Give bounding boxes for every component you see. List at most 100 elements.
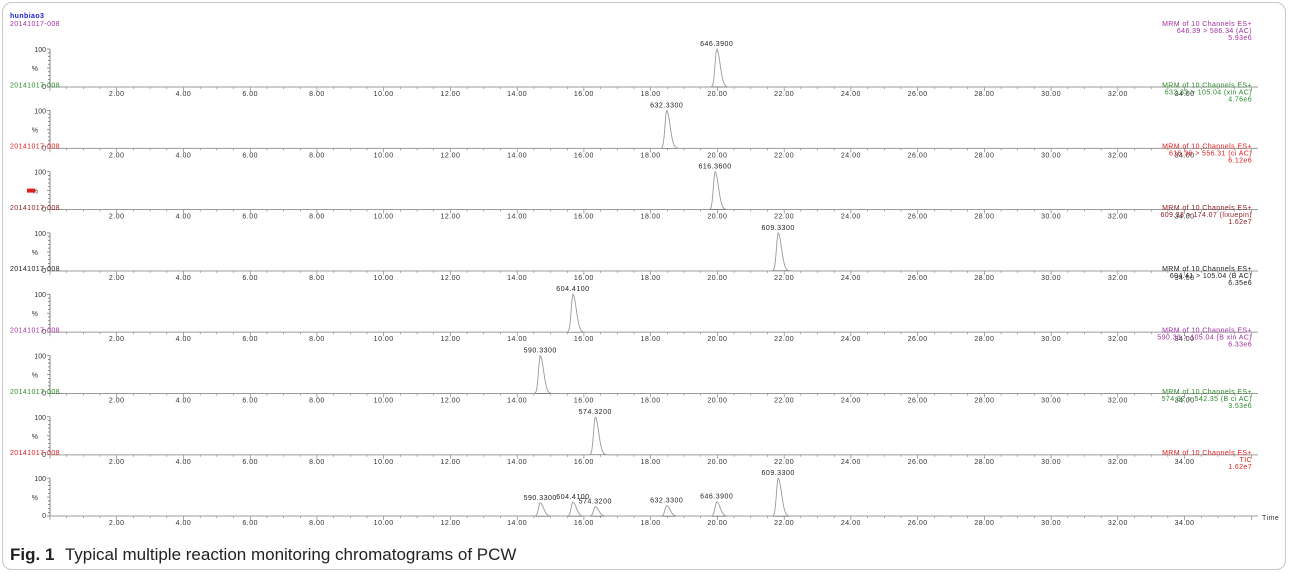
panel-1: 20141017-008 MRM of 10 Channels ES+ 646.39… [10,21,1258,98]
peak-label: 616.3600 [698,164,731,171]
panel-sample-id: 20141017-008 [10,144,60,151]
x-tick-label: 18.00 [641,520,661,527]
x-tick-label: 34.00 [1175,91,1195,98]
x-tick-label: 28.00 [974,520,994,527]
y-tick-label: 0 [42,452,46,459]
x-tick-label: 16.00 [574,459,594,466]
x-tick-label: 8.00 [309,459,325,466]
panel-sample-id: 20141017-008 [10,450,60,457]
peak-label: 604.4100 [556,286,589,293]
panel-header-line: MRM of 10 Channels ES+ [1162,21,1252,28]
x-tick-label: 6.00 [242,214,258,221]
y-tick-label: 100 [34,108,46,115]
x-tick-label: 26.00 [908,214,928,221]
caption-text: Typical multiple reaction monitoring chr… [64,545,517,564]
x-tick-label: 20.00 [707,152,727,159]
peak-label: 609.3300 [762,225,795,232]
x-tick-label: 32.00 [1108,398,1128,405]
x-tick-label: 10.00 [374,398,394,405]
panel-sample-id: 20141017-008 [10,266,60,273]
x-tick-label: 16.00 [574,91,594,98]
x-tick-label: 14.00 [507,275,527,282]
panel-header-line: MRM of 10 Channels ES+ [1162,205,1252,212]
y-tick-label: % [32,434,38,441]
panel-sample-id: 20141017-008 [10,82,60,89]
y-tick-label: 100 [34,47,46,54]
panel-header-line: 590.33 > 105.04 (B xin AC) [1157,335,1252,342]
peak-label: 632.3300 [650,102,683,109]
x-tick-label: 34.00 [1175,398,1195,405]
x-tick-label: 6.00 [242,152,258,159]
x-tick-label: 24.00 [841,398,861,405]
x-tick-label: 12.00 [440,459,460,466]
x-tick-label: 12.00 [440,520,460,527]
x-tick-label: 24.00 [841,214,861,221]
y-tick-label: 0 [42,513,46,520]
x-tick-label: 22.00 [774,91,794,98]
x-tick-label: 20.00 [707,336,727,343]
x-tick-label: 24.00 [841,520,861,527]
x-tick-label: 26.00 [908,398,928,405]
x-tick-label: 8.00 [309,336,325,343]
x-tick-label: 30.00 [1041,214,1061,221]
x-tick-label: 34.00 [1175,459,1195,466]
x-tick-label: 32.00 [1108,275,1128,282]
caption-label: Fig. 1 [10,545,55,564]
x-tick-label: 18.00 [641,152,661,159]
x-tick-label: 10.00 [374,275,394,282]
y-tick-label: % [32,373,38,380]
x-tick-label: 20.00 [707,520,727,527]
sample-name: hunbiao3 [10,13,44,20]
panel-header-line: 604.41 > 105.04 (B AC) [1170,273,1252,280]
x-tick-label: 22.00 [774,275,794,282]
x-tick-label: 20.00 [707,275,727,282]
channel-marker [27,188,35,193]
x-tick-label: 34.00 [1175,336,1195,343]
x-tick-label: 6.00 [242,520,258,527]
y-tick-label: 0 [42,329,46,336]
panel-header-line: MRM of 10 Channels ES+ [1162,450,1252,457]
x-tick-label: 12.00 [440,398,460,405]
panel-2: 20141017-008 MRM of 10 Channels ES+ 632.33… [10,82,1258,159]
x-tick-label: 28.00 [974,398,994,405]
x-tick-label: 26.00 [908,275,928,282]
x-tick-label: 18.00 [641,398,661,405]
chromatogram-trace [50,292,1258,333]
panel-header-line: 1.62e7 [1228,219,1252,226]
x-tick-label: 30.00 [1041,275,1061,282]
peak-label: 646.3900 [700,494,733,501]
panel-header-line: MRM of 10 Channels ES+ [1162,144,1252,151]
peak-label: 632.3300 [650,497,683,504]
x-tick-label: 30.00 [1041,336,1061,343]
y-tick-label: 100 [34,170,46,177]
panel-header-line: 616.36 > 556.31 (ci AC) [1169,151,1252,158]
panel-header-line: MRM of 10 Channels ES+ [1162,328,1252,335]
x-tick-label: 8.00 [309,520,325,527]
panel-header-line: TIC [1240,457,1252,464]
x-tick-label: 14.00 [507,520,527,527]
panel-header-line: 574.32 > 542.35 (B ci AC) [1162,396,1252,403]
panel-sample-id: 20141017-008 [10,21,60,28]
peak-label: 574.3200 [579,499,612,506]
x-tick-label: 8.00 [309,214,325,221]
x-tick-label: 4.00 [176,398,192,405]
x-tick-label: 32.00 [1108,336,1128,343]
x-tick-label: 2.00 [109,520,125,527]
panel-4: 20141017-008 MRM of 10 Channels ES+ 609.33… [10,205,1258,282]
x-tick-label: 18.00 [641,91,661,98]
x-tick-label: 12.00 [440,91,460,98]
panel-sample-id: 20141017-008 [10,389,60,396]
x-tick-label: 30.00 [1041,152,1061,159]
x-tick-label: 14.00 [507,152,527,159]
chromatogram-trace [50,170,1258,211]
x-tick-label: 20.00 [707,398,727,405]
x-tick-label: 10.00 [374,214,394,221]
peak-label: 646.3900 [700,41,733,48]
x-tick-label: 22.00 [774,520,794,527]
x-tick-label: 32.00 [1108,91,1128,98]
panel-header-line: 5.93e6 [1228,35,1252,42]
peak-label: 590.3300 [524,495,557,502]
x-tick-label: 22.00 [774,459,794,466]
y-tick-label: 0 [42,268,46,275]
